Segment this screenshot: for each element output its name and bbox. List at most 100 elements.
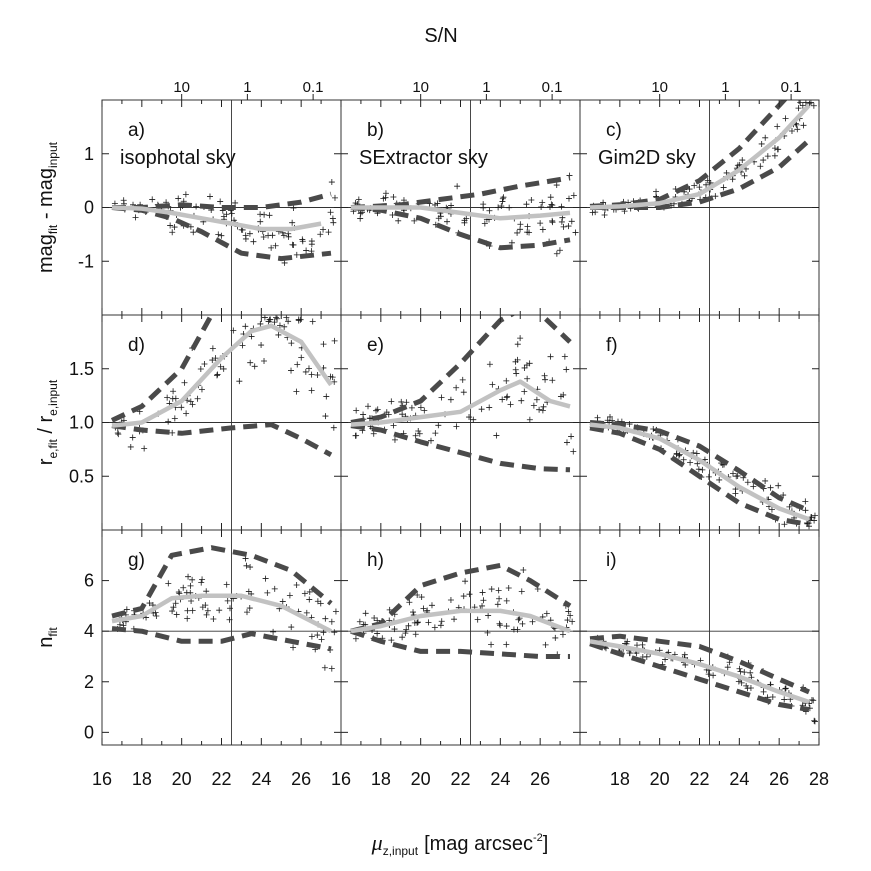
data-point xyxy=(512,358,519,365)
data-point xyxy=(710,672,717,679)
data-point xyxy=(451,616,458,623)
data-point xyxy=(239,342,246,349)
data-point xyxy=(258,342,265,349)
data-point xyxy=(806,100,813,107)
data-point xyxy=(774,123,781,130)
data-point xyxy=(503,394,510,401)
y-tick-label: 2 xyxy=(84,672,94,692)
data-point xyxy=(220,365,227,372)
data-point xyxy=(416,430,423,437)
data-point xyxy=(288,340,295,347)
y-label-sub: fit xyxy=(46,627,60,637)
data-point xyxy=(694,460,701,467)
data-point xyxy=(199,604,206,611)
data-point xyxy=(242,232,249,239)
data-point xyxy=(781,696,788,703)
data-point xyxy=(518,588,525,595)
panel-h: h) xyxy=(340,529,581,746)
x-tick-label: 18 xyxy=(371,769,391,789)
median-line xyxy=(589,639,810,705)
data-point xyxy=(189,576,196,583)
y-axis-label-row-2: re,fit / re,input xyxy=(35,379,60,465)
lower-envelope-line xyxy=(589,425,810,528)
data-point xyxy=(505,584,512,591)
data-point xyxy=(704,177,711,184)
data-point xyxy=(626,650,633,657)
data-point xyxy=(141,445,148,452)
data-point xyxy=(308,387,315,394)
panel-plot-area-a xyxy=(102,100,341,315)
panel-label: g) xyxy=(128,550,145,571)
data-point xyxy=(268,244,275,251)
data-point xyxy=(164,394,171,401)
data-point xyxy=(391,436,398,443)
data-point xyxy=(496,595,503,602)
data-point xyxy=(171,224,178,231)
data-point xyxy=(432,430,439,437)
data-point xyxy=(561,353,568,360)
data-point xyxy=(762,477,769,484)
data-point xyxy=(484,629,491,636)
data-point xyxy=(682,661,689,668)
data-point xyxy=(486,404,493,411)
x-tick-label: 16 xyxy=(331,769,351,789)
data-point xyxy=(639,641,646,648)
data-point xyxy=(519,620,526,627)
y-tick-label: 1.5 xyxy=(69,359,94,379)
data-point xyxy=(520,566,527,573)
data-point xyxy=(507,401,514,408)
data-point xyxy=(499,198,506,205)
data-point xyxy=(331,629,338,636)
y-axis-label-row-1: magfit - maginput xyxy=(35,141,60,273)
data-point xyxy=(494,601,501,608)
x-tick-label: 18 xyxy=(132,769,152,789)
data-point xyxy=(741,669,748,676)
data-point xyxy=(198,386,205,393)
data-point xyxy=(172,600,179,607)
data-point xyxy=(199,576,206,583)
data-point xyxy=(275,331,282,338)
data-point xyxy=(447,596,454,603)
data-point xyxy=(187,398,194,405)
data-point xyxy=(434,200,441,207)
data-point xyxy=(750,483,757,490)
data-point xyxy=(485,612,492,619)
data-point xyxy=(547,353,554,360)
data-point xyxy=(699,466,706,473)
data-point xyxy=(498,203,505,210)
data-point xyxy=(650,425,657,432)
data-point xyxy=(123,606,130,613)
upper-envelope-line xyxy=(350,562,572,634)
panel-g: g) xyxy=(101,529,342,746)
data-point xyxy=(559,631,566,638)
data-point xyxy=(212,355,219,362)
median-line xyxy=(350,379,571,427)
data-point xyxy=(526,416,533,423)
data-point xyxy=(528,196,535,203)
data-point xyxy=(503,641,510,648)
data-point xyxy=(198,579,205,586)
data-point xyxy=(479,589,486,596)
data-point xyxy=(395,217,402,224)
y-tick-label: 6 xyxy=(84,571,94,591)
data-point xyxy=(565,223,572,230)
panel-plot-area-h xyxy=(341,530,580,745)
data-point xyxy=(514,626,521,633)
data-point xyxy=(257,218,264,225)
data-point xyxy=(290,205,297,212)
data-point xyxy=(331,194,338,201)
x-tick-label: 18 xyxy=(610,769,630,789)
data-point xyxy=(286,592,293,599)
data-point xyxy=(398,398,405,405)
panel-plot-area-e xyxy=(341,315,580,530)
data-point xyxy=(547,194,554,201)
data-point xyxy=(543,610,550,617)
data-point xyxy=(414,591,421,598)
data-point xyxy=(216,607,223,614)
data-point xyxy=(811,717,818,724)
x-tick-label: 26 xyxy=(291,769,311,789)
data-point xyxy=(332,608,339,615)
data-point xyxy=(553,250,560,257)
data-point xyxy=(308,238,315,245)
data-point xyxy=(415,427,422,434)
